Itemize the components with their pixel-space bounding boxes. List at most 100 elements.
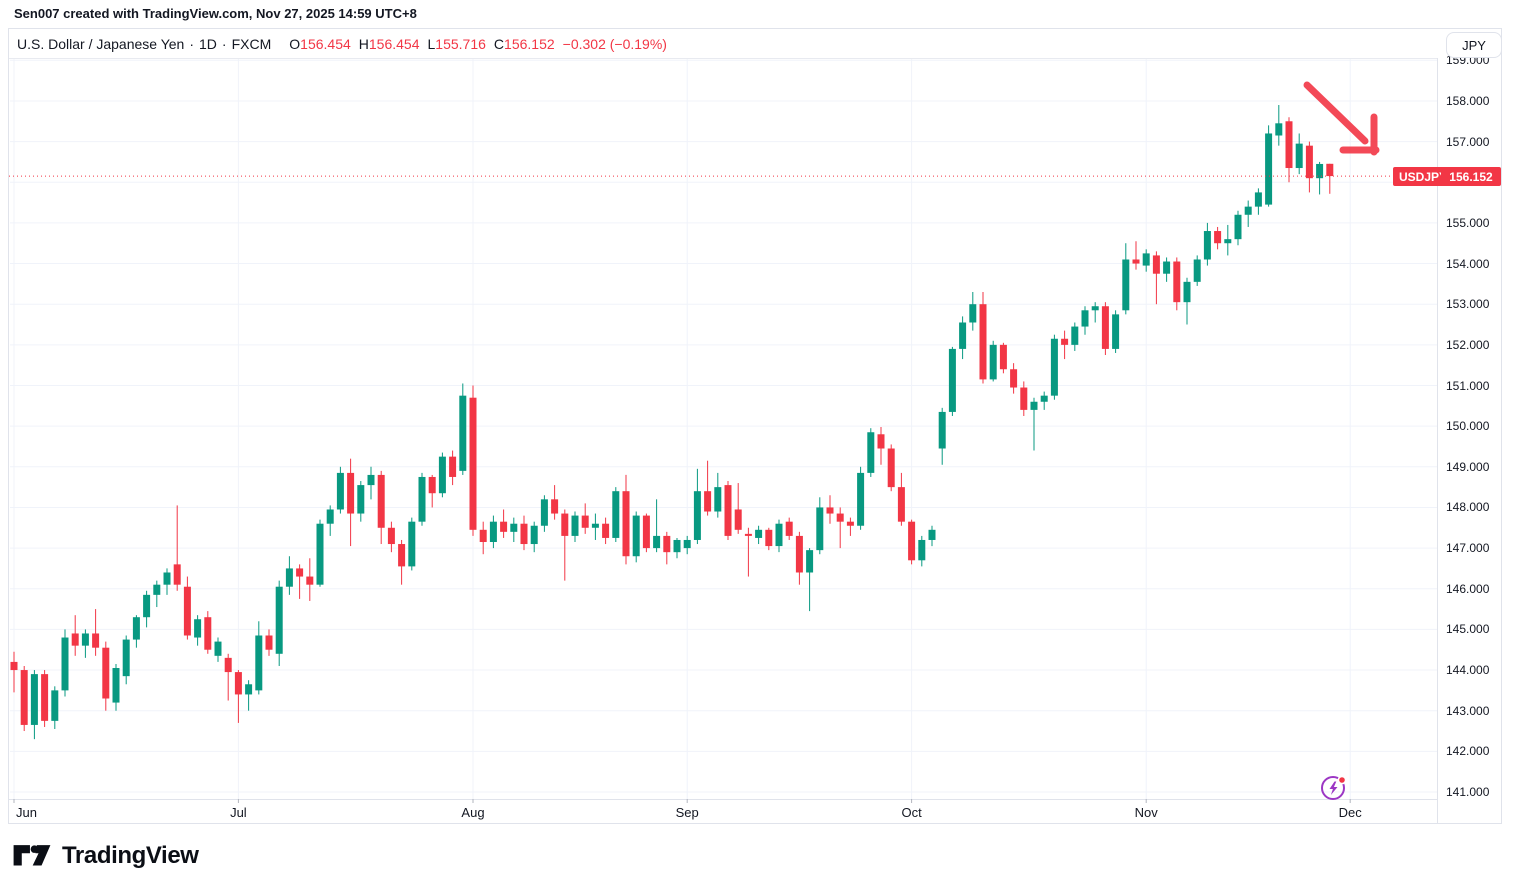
- candle-body: [908, 521, 916, 561]
- price-axis-divider: [1437, 58, 1438, 824]
- candle-body: [1316, 163, 1324, 179]
- arrow-segment: [1303, 81, 1369, 145]
- chart-canvas[interactable]: [9, 29, 1503, 825]
- candle-body: [897, 487, 905, 522]
- candle-body: [704, 491, 712, 512]
- month-label: Nov: [1134, 805, 1158, 820]
- candle-body: [20, 670, 28, 725]
- price-tick-label: 154.000: [1446, 256, 1490, 271]
- candle-body: [1163, 261, 1171, 274]
- candle-body: [520, 523, 528, 545]
- close-value: 156.152: [504, 36, 555, 52]
- candle-body: [1326, 163, 1334, 177]
- candle-body: [561, 513, 569, 536]
- candle-body: [551, 499, 559, 514]
- price-tick-label: 144.000: [1446, 663, 1490, 678]
- price-tick-label: 151.000: [1446, 378, 1490, 393]
- candle-body: [92, 633, 100, 648]
- candle-body: [1071, 326, 1079, 345]
- lightning-icon: [1321, 775, 1347, 800]
- candle-body: [734, 509, 742, 530]
- price-tick-label: 149.000: [1446, 459, 1490, 474]
- price-tick-label: 143.000: [1446, 703, 1490, 718]
- candle-body: [826, 507, 834, 514]
- candle-body: [234, 672, 242, 695]
- candle-body: [1112, 314, 1120, 349]
- candle-body: [1020, 387, 1028, 410]
- candle-body: [1224, 239, 1232, 244]
- candle-body: [765, 529, 773, 547]
- candle-body: [479, 529, 487, 543]
- month-label: Dec: [1338, 805, 1362, 820]
- candle-body: [132, 617, 140, 640]
- candle-body: [275, 586, 283, 654]
- candle-body: [1214, 231, 1222, 244]
- price-tick-label: 142.000: [1446, 744, 1490, 759]
- tradingview-logo[interactable]: TradingView: [12, 841, 199, 871]
- candle-body: [1295, 143, 1303, 169]
- candle-body: [1152, 255, 1160, 274]
- candle-body: [204, 617, 212, 650]
- candle-body: [51, 690, 59, 721]
- candle-body: [867, 432, 875, 473]
- candle-body: [1203, 231, 1211, 260]
- candle-body: [143, 594, 151, 618]
- candle-body: [224, 657, 232, 673]
- month-label: Aug: [461, 805, 485, 820]
- candle-body: [408, 521, 416, 567]
- candle-body: [581, 515, 589, 528]
- candle-body: [255, 635, 263, 691]
- candle-body: [918, 539, 926, 561]
- change-value: −0.302 (−0.19%): [562, 36, 667, 52]
- month-label: Jun: [16, 805, 37, 820]
- symbol-legend: U.S. Dollar / Japanese Yen · 1D · FXCM O156.4…: [17, 36, 667, 52]
- candle-body: [959, 322, 967, 349]
- price-tick-label: 141.000: [1446, 785, 1490, 799]
- high-label: H: [358, 36, 369, 52]
- legend-separator: ·: [189, 36, 195, 52]
- candle-body: [41, 674, 49, 721]
- candle-body: [989, 344, 997, 380]
- candle-body: [795, 535, 803, 573]
- candle-body: [1050, 338, 1058, 396]
- symbol-title: U.S. Dollar / Japanese Yen: [17, 36, 185, 52]
- candle-body: [469, 397, 477, 530]
- candle-body: [1091, 306, 1099, 311]
- candle-body: [387, 527, 395, 545]
- arrow-annotation[interactable]: [1303, 81, 1380, 156]
- candle-body: [857, 472, 865, 526]
- low-value: 155.716: [435, 36, 486, 52]
- candle-body: [1142, 253, 1150, 266]
- candle-body: [571, 515, 579, 536]
- candle-body: [785, 521, 793, 536]
- candle-body: [683, 539, 691, 549]
- candle-body: [1244, 206, 1252, 215]
- candle-body: [673, 539, 681, 553]
- candle-body: [714, 487, 722, 512]
- price-tick-label: 157.000: [1446, 134, 1490, 149]
- candle-body: [459, 395, 467, 471]
- candle-body: [612, 491, 620, 538]
- candle-body: [744, 533, 752, 536]
- tradingview-logo-icon: [13, 845, 51, 866]
- candle-body: [1122, 259, 1130, 311]
- candle-body: [122, 639, 130, 677]
- candle-body: [622, 491, 630, 557]
- candle-body: [163, 572, 171, 585]
- events-lightning-button[interactable]: [1320, 774, 1348, 802]
- candle-body: [1030, 401, 1038, 410]
- candle-body: [877, 434, 885, 449]
- candle-body: [357, 485, 365, 514]
- price-tick-label: 150.000: [1446, 419, 1490, 434]
- candle-body: [642, 515, 650, 549]
- candle-body: [540, 499, 548, 526]
- candle-body: [530, 525, 538, 545]
- candle-body: [10, 661, 18, 671]
- price-tick-label: 146.000: [1446, 581, 1490, 596]
- candle-body: [61, 637, 69, 691]
- month-label: Sep: [675, 805, 699, 820]
- currency-unit-button[interactable]: JPY: [1446, 32, 1502, 58]
- exchange-label: FXCM: [231, 36, 272, 52]
- time-axis-divider: [9, 799, 1437, 800]
- low-label: L: [427, 36, 436, 52]
